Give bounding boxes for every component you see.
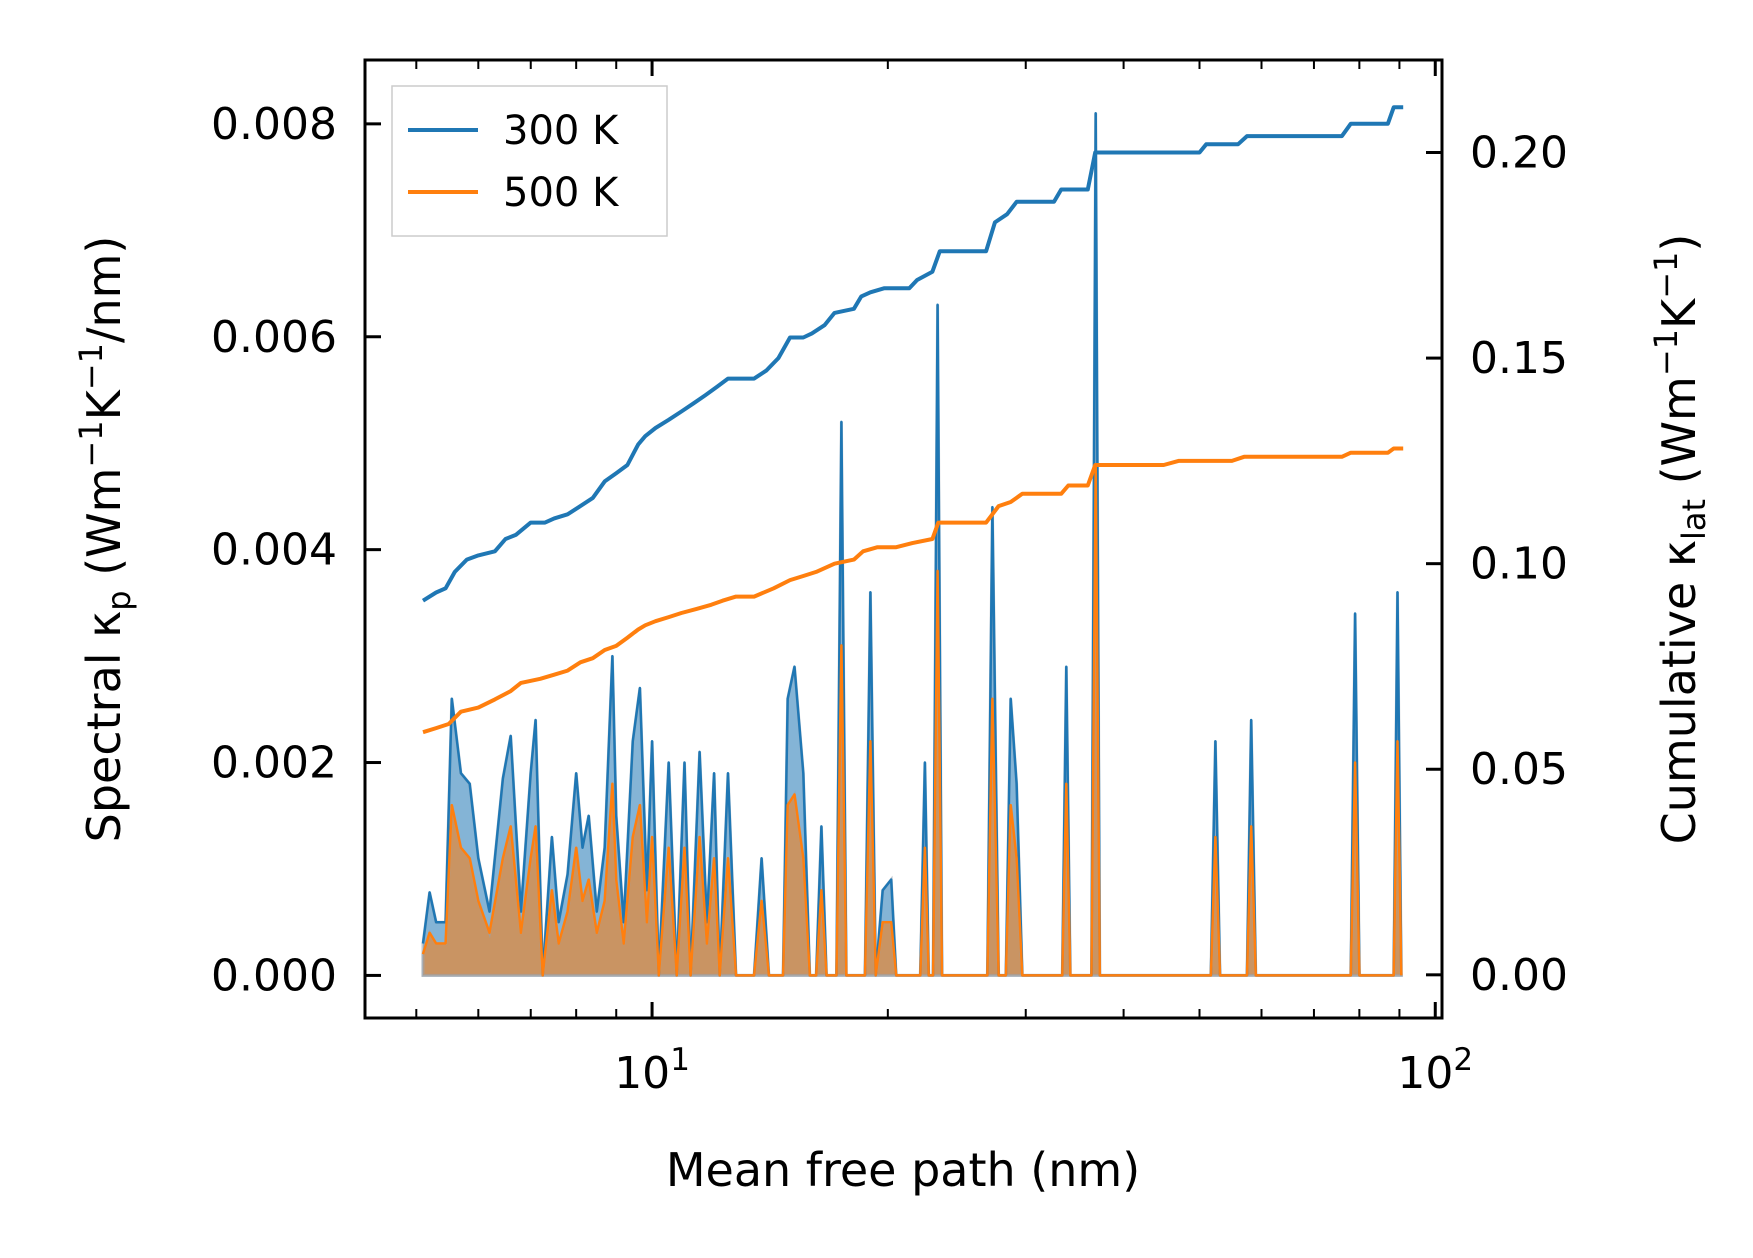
y-tick-label: 0.004 [211,525,337,576]
legend-label-500k: 500 K [503,170,620,216]
legend-box [391,85,668,237]
y2-tick-label: 0.05 [1470,744,1568,795]
cumulative-line-300k [421,105,1404,603]
y2-tick-label: 0.10 [1470,539,1568,590]
legend-label-300k: 300 K [503,108,620,154]
axis-ticks [365,60,1442,1018]
y-tick-label: 0.006 [211,312,337,363]
plot-frame [363,58,1444,1020]
y-tick-label: 0.002 [211,738,337,789]
x-tick-label: 101 [614,1042,690,1099]
spectral-line-500k [421,463,1403,977]
y-tick-label: 0.000 [211,950,337,1001]
y-tick-label: 0.008 [211,99,337,150]
legend: 300 K 500 K [391,85,668,237]
y2-axis-title: Cumulative κlat (Wm−1K−1) [1647,234,1713,845]
y2-tick-label: 0.20 [1470,128,1568,179]
y2-tick-label: 0.00 [1470,950,1568,1001]
cumulative-line-500k [422,446,1404,735]
y-axis-title: Spectral κp (Wm−1K−1/nm) [72,236,138,843]
tick-labels: 0.000 0.002 0.004 0.006 0.008 0.00 0.05 0.10 0.1… [211,99,1568,1099]
cumulative-lines [421,105,1404,735]
y2-tick-label: 0.15 [1470,333,1568,384]
x-axis-title: Mean free path (nm) [666,1143,1140,1197]
x-tick-label: 102 [1397,1042,1473,1099]
spectral-lines [421,111,1403,977]
